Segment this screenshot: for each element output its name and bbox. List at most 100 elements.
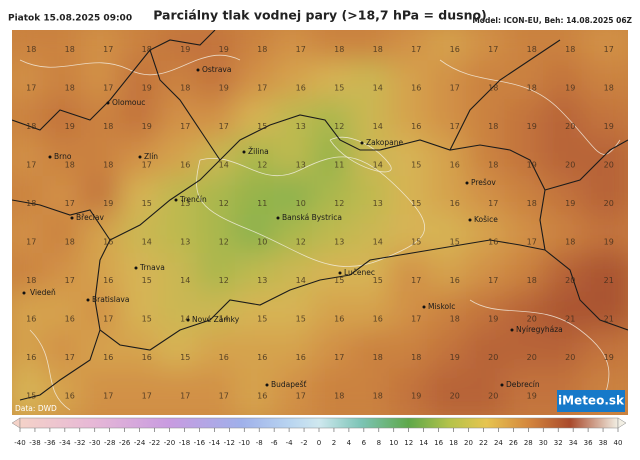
grid-value: 20: [565, 122, 575, 131]
grid-value: 18: [527, 276, 537, 285]
city-label: Zakopane: [366, 138, 404, 147]
colorbar-tick-label: 34: [569, 439, 578, 447]
colorbar-tick-label: 4: [347, 439, 352, 447]
grid-value: 13: [373, 199, 383, 208]
logo[interactable]: iMeteo.sk: [558, 394, 625, 408]
grid-value: 18: [26, 122, 36, 131]
city-label: Debrecín: [506, 380, 540, 389]
grid-value: 20: [488, 353, 498, 362]
grid-value: 17: [488, 45, 498, 54]
grid-value: 16: [257, 391, 267, 400]
colorbar-tick-label: 8: [377, 439, 381, 447]
grid-value: 17: [411, 276, 421, 285]
grid-value: 13: [257, 276, 267, 285]
value-grid: 18 18 17 18 19 19 18 17 18 18 17 16 17 18 18 17 17 18 17 19…: [26, 45, 614, 401]
grid-value: 15: [411, 199, 421, 208]
grid-value: 15: [450, 237, 460, 246]
grid-value: 14: [373, 160, 383, 169]
field-layer: [12, 30, 628, 415]
grid-value: 11: [257, 199, 267, 208]
grid-value: 16: [450, 160, 460, 169]
colorbar-tick-label: -6: [271, 439, 279, 447]
grid-value: 19: [604, 353, 614, 362]
colorbar-tick-label: -10: [239, 439, 250, 447]
colorbar-min-arrow: [11, 417, 21, 429]
city-dot: [465, 181, 469, 185]
colorbar-tick-label: 10: [389, 439, 398, 447]
grid-value: 16: [26, 314, 36, 323]
grid-value: 12: [334, 199, 344, 208]
grid-value: 18: [257, 45, 267, 54]
grid-value: 13: [180, 237, 190, 246]
city-label: Trnava: [139, 263, 165, 272]
grid-value: 18: [65, 237, 75, 246]
city-label: Lučenec: [344, 268, 375, 277]
colorbar-tick-label: -8: [256, 439, 263, 447]
grid-value: 15: [373, 276, 383, 285]
colorbar-tick-label: 14: [419, 439, 428, 447]
grid-value: 16: [26, 353, 36, 362]
grid-value: 13: [334, 237, 344, 246]
colorbar-tick-label: 36: [584, 439, 593, 447]
grid-value: 17: [450, 122, 460, 131]
city-dot: [196, 68, 200, 72]
grid-value: 21: [565, 314, 575, 323]
grid-value: 15: [411, 237, 421, 246]
city-dot: [422, 305, 426, 309]
grid-value: 18: [488, 160, 498, 169]
borders: [12, 30, 628, 401]
grid-value: 17: [450, 83, 460, 92]
grid-value: 20: [527, 353, 537, 362]
colorbar-tick-label: 6: [362, 439, 367, 447]
city-label: Ostrava: [202, 65, 231, 74]
grid-value: 17: [180, 122, 190, 131]
grid-value: 15: [334, 83, 344, 92]
grid-value: 17: [334, 353, 344, 362]
city-dot: [242, 150, 246, 154]
city-dot: [500, 383, 504, 387]
grid-value: 18: [565, 237, 575, 246]
grid-value: 17: [103, 314, 113, 323]
grid-value: 19: [527, 391, 537, 400]
colorbar-tick-label: 0: [317, 439, 321, 447]
grid-value: 16: [65, 391, 75, 400]
grid-value: 15: [180, 353, 190, 362]
city-label: Brno: [54, 152, 72, 161]
grid-value: 16: [373, 314, 383, 323]
grid-value: 19: [180, 45, 190, 54]
grid-value: 11: [334, 160, 344, 169]
grid-value: 15: [334, 276, 344, 285]
city-label: Prešov: [471, 178, 496, 187]
grid-value: 14: [180, 314, 190, 323]
grid-value: 16: [488, 237, 498, 246]
logo-box[interactable]: [557, 390, 625, 412]
colorbar-tick-label: 22: [479, 439, 488, 447]
grid-value: 20: [604, 199, 614, 208]
city-dot: [468, 218, 472, 222]
grid-value: 18: [65, 160, 75, 169]
colorbar-tick-label: -36: [44, 439, 56, 447]
grid-value: 12: [219, 237, 229, 246]
city-dot: [22, 291, 26, 295]
isolines: [19, 54, 621, 411]
grid-value: 14: [180, 276, 190, 285]
grid-value: 18: [373, 353, 383, 362]
colorbar-tick-label: -2: [301, 439, 308, 447]
grid-value: 20: [565, 353, 575, 362]
grid-value: 14: [373, 83, 383, 92]
city-dot: [186, 318, 190, 322]
grid-value: 18: [180, 83, 190, 92]
city-label: Miskolc: [428, 302, 455, 311]
forecast-date: Piatok 15.08.2025 09:00: [8, 14, 132, 24]
grid-value: 17: [26, 83, 36, 92]
city-label: Bratislava: [92, 295, 129, 304]
grid-value: 12: [219, 276, 229, 285]
grid-value: 17: [103, 45, 113, 54]
grid-value: 18: [450, 314, 460, 323]
colorbar-tick-label: 16: [434, 439, 443, 447]
city-label: Břeclav: [76, 213, 104, 222]
city-label: Žilina: [248, 147, 269, 156]
grid-value: 16: [103, 237, 113, 246]
city-label: Nové Zámky: [192, 315, 240, 324]
grid-value: 12: [219, 199, 229, 208]
